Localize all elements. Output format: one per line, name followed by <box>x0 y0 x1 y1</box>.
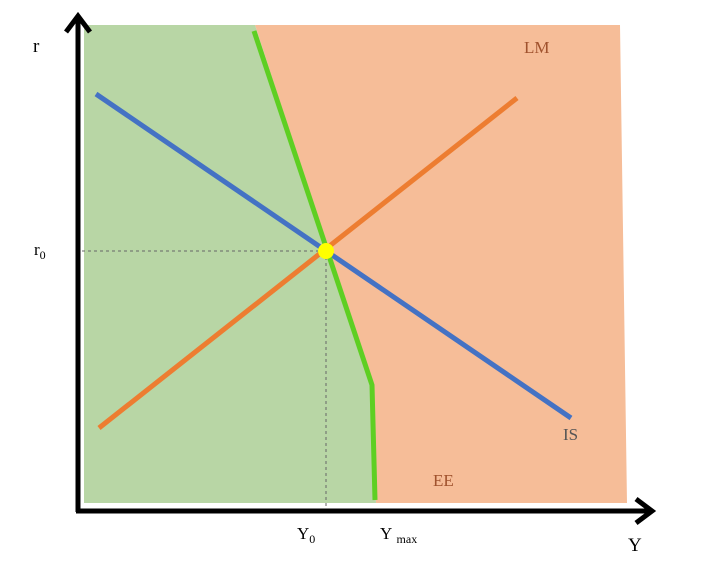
region-right-of-ee <box>255 25 627 503</box>
ymax-tick-sub: max <box>396 532 418 546</box>
ymax-tick-label: Y max <box>380 524 417 545</box>
lm-curve <box>97 96 519 430</box>
lm-curve-label: LM <box>524 38 550 57</box>
equilibrium-point <box>318 243 334 259</box>
is-curve-label: IS <box>563 425 579 444</box>
y0-tick-sub: 0 <box>309 532 316 546</box>
y-axis-label: r <box>33 36 40 57</box>
y0-tick-label: Y0 <box>297 524 315 545</box>
r0-tick-sub: 0 <box>39 248 46 262</box>
r0-tick-main: r <box>34 240 40 259</box>
y0-tick-main: Y <box>297 524 310 543</box>
r0-tick-label: r0 <box>34 240 46 261</box>
ee-curve-label: EE <box>433 471 454 490</box>
y-axis-arrowhead <box>64 11 92 34</box>
x-axis-arrowhead <box>634 497 657 525</box>
is-curve <box>94 91 573 421</box>
ymax-tick-main: Y <box>380 524 393 543</box>
ee-curve <box>251 30 378 501</box>
x-axis-label: Y <box>628 535 642 556</box>
